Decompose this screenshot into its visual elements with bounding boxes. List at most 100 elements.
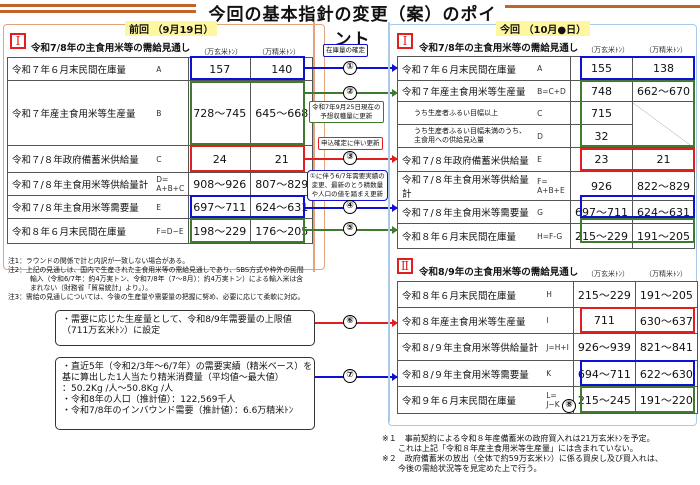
value-polished-rice: 662～670	[631, 80, 696, 102]
unit-label: （万精米ﾄﾝ）	[645, 270, 687, 278]
row-label: 令和７年産主食用米等生産量	[7, 80, 153, 146]
row-formula: C	[533, 101, 571, 125]
value-brown-rice: 157	[188, 57, 252, 81]
row-label: 令和８/９年主食用米等供給量計	[397, 333, 543, 361]
row-formula: F= A+B+E	[533, 171, 571, 201]
row-formula: D	[533, 124, 571, 148]
row-formula: D= A+B+C	[152, 172, 190, 196]
value-polished-rice: 21	[631, 147, 696, 172]
table-row: 令和８年６月末民間在庫量 H 215～229 191～205	[397, 281, 698, 308]
table-row: 令和８年６月末民間在庫量 H=F-G 215～229 191～205	[397, 223, 696, 249]
title-rule	[505, 5, 700, 8]
table-row: 令和８年産主食用米等生産量 I 711 630～637	[397, 307, 698, 334]
value-brown-rice: 926	[569, 171, 633, 201]
row-label: 令和７年６月末民間在庫量	[7, 57, 153, 81]
row-formula: G	[533, 200, 571, 224]
section-heading: 令和8/9年の主食用米等の需給見通し	[419, 267, 579, 278]
value-polished-rice: 191～220	[634, 386, 698, 414]
row-formula: B	[152, 80, 190, 146]
row-formula: J=H+I	[542, 333, 574, 361]
previous-table: 令和７年６月末民間在庫量 A 157 140 令和７年産主食用米等生産量 B 728～745…	[7, 57, 314, 244]
table-row: 令和７/８年主食用米等需要量 G 697～711 624～631	[397, 200, 696, 224]
footnote: ※１ 事前契約による令和８年産備蓄米の政府買入れは21万玄米ﾄﾝを予定。 これは…	[382, 434, 655, 453]
table-row: うち生産者ふるい目幅以上 C 715	[397, 101, 696, 148]
table-row: 令和７年産主食用米等生産量 B 728～745 645～668	[7, 80, 314, 146]
step-7-marker: ⑦	[343, 369, 357, 383]
value-brown-rice: 697～711	[188, 195, 252, 219]
table-row: 令和９年６月末民間在庫量 L= J−K 215～245 191～220	[397, 386, 698, 414]
row-label: 令和７年産主食用米等生産量	[397, 80, 534, 102]
row-label: 令和７年６月末民間在庫量	[397, 56, 534, 81]
value-brown-rice: 155	[569, 56, 633, 81]
table-row: 令和８年６月末民間在庫量 F=D−E 198～229 176～205	[7, 218, 314, 244]
value-brown-rice: 697～711	[569, 200, 633, 224]
row-formula: E	[152, 195, 190, 219]
value-polished-rice: 821～841	[634, 333, 698, 361]
note: 注2：上記の見通しは、国内で生産された主食用米等の需給見通しであり、SBS方式や…	[8, 266, 304, 292]
table-row: 令和７/８年政府備蓄米供給量 C 24 21	[7, 145, 314, 173]
value-brown-rice: 711	[572, 307, 636, 334]
step-8-marker: ⑧	[562, 399, 576, 413]
row-label: 令和８/９年主食用米等需要量	[397, 360, 543, 387]
row-label: 令和７/８年主食用米等供給量 計	[397, 171, 534, 201]
row-formula: I	[542, 307, 574, 334]
previous-date-badge: 前回 （9月19日）	[125, 21, 218, 36]
step-2-marker: ②	[343, 86, 357, 100]
value-brown-rice: 215～245	[572, 386, 636, 414]
table-row: 令和７年６月末民間在庫量 A 157 140	[7, 57, 314, 81]
value-brown-rice: 24	[188, 145, 252, 173]
step-5-marker: ⑤	[343, 222, 357, 236]
value-brown-rice: 694～711	[572, 360, 636, 387]
section-number: Ⅰ	[397, 33, 413, 49]
table-row: 令和７/８年政府備蓄米供給量 E 23 21	[397, 147, 696, 172]
table-row: 令和７/８年主食用米等供給量計 D= A+B+C 908～926 807～829	[7, 172, 314, 196]
divider	[388, 22, 390, 422]
table-row: 令和８/９年主食用米等供給量計 J=H+I 926～939 821～841	[397, 333, 698, 361]
demand-basis-box: ・直近5年（令和2/3年～6/7年）の需要実績（精米ベース）を 基に算出した1人…	[55, 357, 315, 430]
value-polished-rice: 176～205	[250, 218, 314, 244]
value-polished-rice: 140	[250, 57, 314, 81]
value-polished-rice: 191～205	[634, 281, 698, 308]
annotation-application: 申込確定に伴い更新	[318, 137, 383, 150]
step-3-marker: ③	[343, 151, 357, 165]
row-formula: F=D−E	[152, 218, 190, 244]
annotation-demand: ①に伴う6/7年需要実績の 変更、最新のとう精数量 や人口の値を踏まえ更新	[307, 170, 388, 201]
value-polished-rice: 191～205	[631, 223, 696, 249]
row-label: 令和７/８年主食用米等需要量	[7, 195, 153, 219]
value-polished-rice: 807～829	[250, 172, 314, 196]
row-label: 令和９年６月末民間在庫量	[397, 386, 543, 414]
value-brown-rice: 32	[569, 124, 633, 148]
row-formula: H	[542, 281, 574, 308]
value-polished-rice: 630～637	[634, 307, 698, 334]
row-formula: C	[152, 145, 190, 173]
row-label: 令和８年６月末民間在庫量	[7, 218, 153, 244]
unit-label: （万玄米ﾄﾝ）	[587, 46, 629, 54]
row-formula: K	[542, 360, 574, 387]
table-row: 令和７/８年主食用米等供給量 計 F= A+B+E 926 822～829	[397, 171, 696, 201]
title-rule	[0, 4, 196, 7]
section-heading: 令和7/8年の主食用米等の需給見通し	[419, 43, 579, 54]
current-date-badge: 今回 （10月●日）	[496, 21, 591, 36]
row-formula: H=F-G	[533, 223, 571, 249]
value-polished-rice: 822～829	[631, 171, 696, 201]
row-formula: E	[533, 147, 571, 172]
value-polished-rice: 138	[631, 56, 696, 81]
section-number: Ⅱ	[397, 258, 413, 274]
row-label: 令和７/８年主食用米等供給量計	[7, 172, 153, 196]
row-formula: A	[152, 57, 190, 81]
value-brown-rice: 728～745	[188, 80, 252, 146]
value-brown-rice: 23	[569, 147, 633, 172]
value-polished-rice: 645～668	[250, 80, 314, 146]
production-basis-box: ・需要に応じた生産量として、令和8/9年需要量の上限値 （711万玄米ﾄﾝ）に設…	[55, 310, 315, 346]
note: 注3：需給の見通しについては、今後の生産量や需要量の把握に努め、必要に応じて柔軟…	[8, 293, 305, 301]
section-heading: 令和7/8年の主食用米等の需給見通し	[31, 43, 191, 54]
table-row: 令和７/８年主食用米等需要量 E 697～711 624～631	[7, 195, 314, 219]
unit-label: （万精米ﾄﾝ）	[645, 46, 687, 54]
step-6-marker: ⑥	[343, 315, 357, 329]
next-year-table: 令和８年６月末民間在庫量 H 215～229 191～205 令和８年産主食用米等生産量…	[397, 281, 698, 414]
table-row: 令和７年産主食用米等生産量 B=C+D 748 662～670	[397, 80, 696, 102]
value-polished-rice: 624～631	[250, 195, 314, 219]
value-brown-rice: 926～939	[572, 333, 636, 361]
table-row: 令和７年６月末民間在庫量 A 155 138	[397, 56, 696, 81]
step-1-marker: ①	[343, 61, 357, 75]
